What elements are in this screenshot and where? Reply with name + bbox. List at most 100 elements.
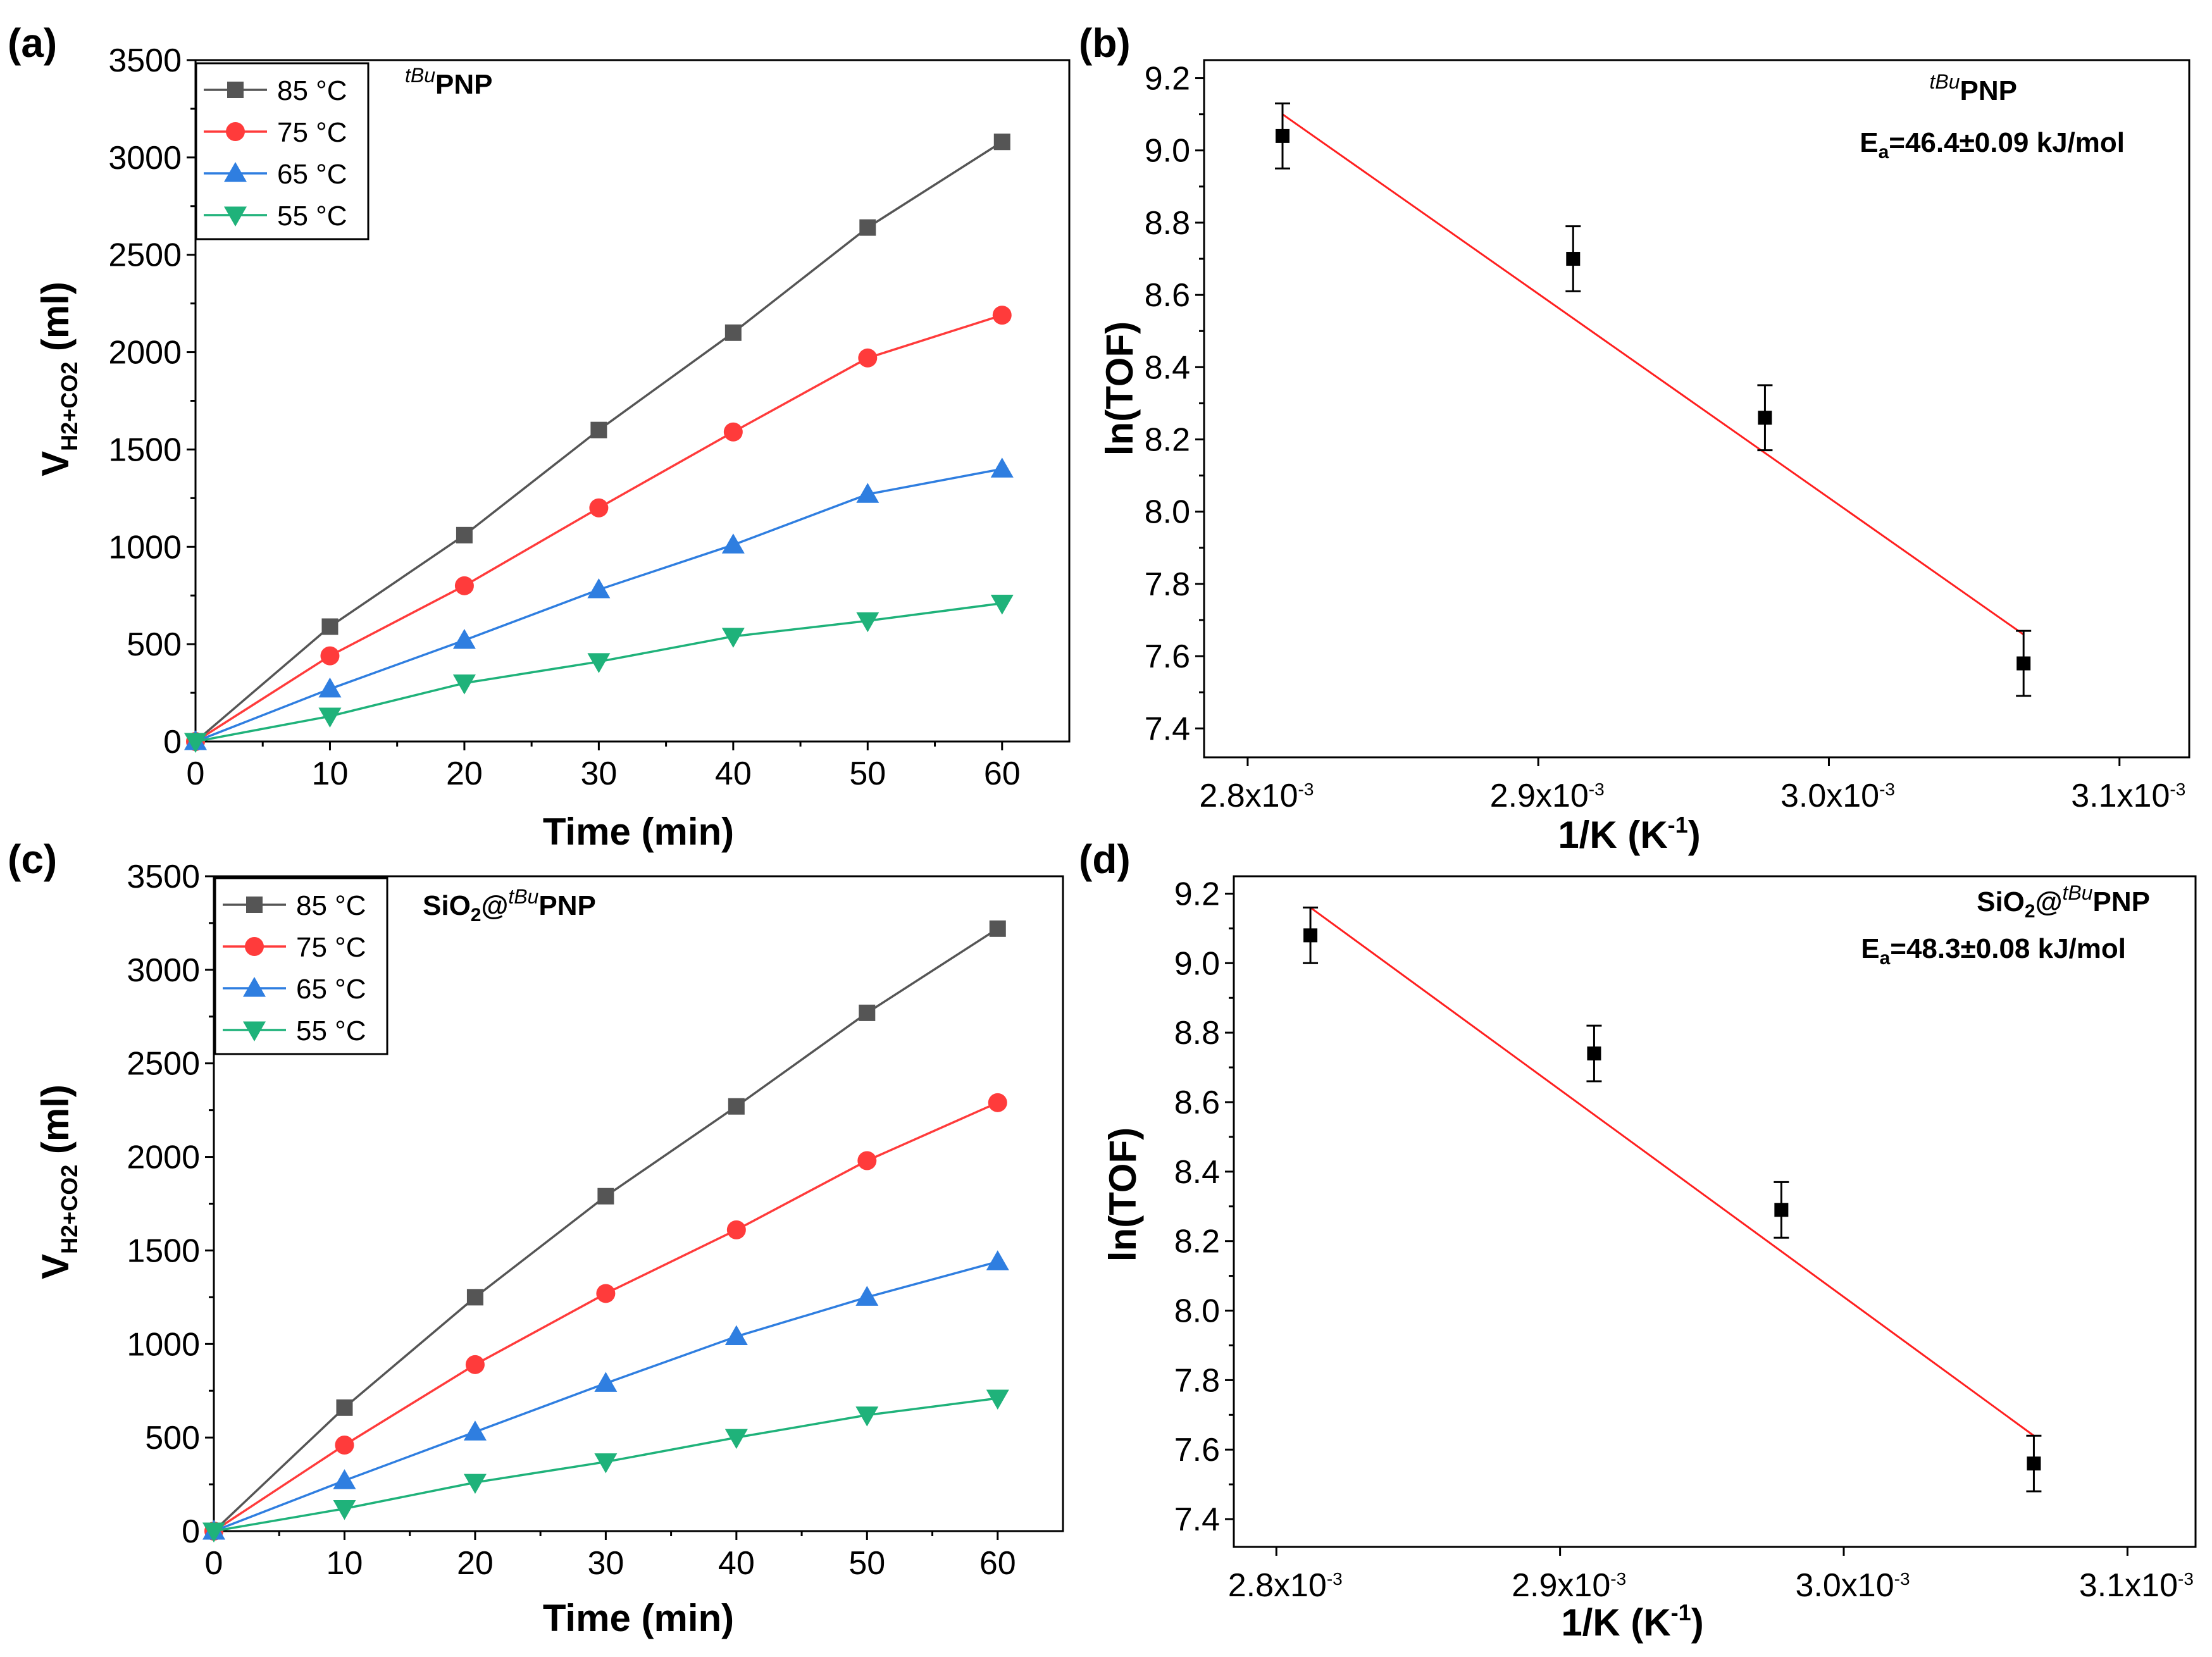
pa-ytick-label: 1500 [108,431,182,468]
panel-d-xlabel-tail: ) [1691,1601,1704,1644]
panel-b-ea-label: E [1860,127,1878,158]
pd-data-point [2027,1456,2041,1471]
panel-c-annotation-sub: 2 [471,905,482,926]
pa-series-point [318,677,342,698]
panel-c-annotation: SiO2@tBuPNP [423,885,596,926]
pc-xtick-label: 30 [587,1545,624,1582]
pa-ytick-label: 0 [163,724,182,760]
pc-legend-marker [245,937,264,956]
panel-c-ylabel-tail: (ml) [34,1084,77,1165]
pa-series-point [452,628,476,649]
pa-series-point [721,533,745,554]
pc-legend-marker [243,977,266,997]
pc-series-point [726,1220,746,1239]
pa-series-point [856,612,879,633]
panel-c-annotation-tbu: tBu [508,885,538,908]
panel-a-ylabel-main: V [34,451,77,476]
pd-ytick-label: 8.2 [1174,1224,1220,1260]
pa-legend-marker [224,206,247,227]
panel-a-annotation-tbu: tBu [405,64,435,87]
pa-series-point [858,348,878,368]
panel-b-annotation: tBuPNP [1929,70,2017,106]
panel-d-ea-value: =48.3±0.08 kJ/mol [1890,933,2126,964]
pc-ytick-label: 1000 [127,1326,200,1363]
pa-series-point [859,219,876,236]
pb-xtick-label: 3.1x10-3 [2071,778,2185,814]
panel-d-label: (d) [1079,836,1131,882]
panel-c-legend-entries: 85 °C 75 °C 65 °C 55 °C [223,890,366,1046]
panel-b-annotation-tbu: tBu [1929,70,1960,93]
pc-legend-marker [246,897,263,913]
pa-xtick-label: 0 [187,755,205,792]
pb-xtick-label: 3.0x10-3 [1780,778,1895,814]
pd-ytick-label: 7.8 [1174,1362,1220,1399]
pc-series-point [333,1500,356,1520]
panel-c-xlabel: Time (min) [543,1597,734,1639]
pc-series-point [855,1286,879,1306]
pc-xtick-label: 10 [326,1545,363,1582]
pa-series-point [992,306,1012,325]
pc-series-point [465,1355,485,1374]
pd-fit-line [1310,907,2035,1437]
pa-series-point [590,421,607,438]
panel-d-annotation-pre: SiO [1977,886,2025,917]
panel-b-plot: 7.4 7.6 7.8 8.0 8.2 8.4 8.6 8.8 9.0 9.2 2.8x10-3 2.… [1145,59,2190,814]
pd-data-point [1587,1046,1601,1061]
pb-ytick-label: 8.2 [1145,422,1190,459]
panel-b-xlabel-sup: -1 [1668,812,1688,838]
pd-ytick-label: 8.8 [1174,1015,1220,1052]
panel-a-legend-entries: 85 °C 75 °C 65 °C 55 °C [204,75,347,232]
pa-legend-label: 55 °C [277,201,347,232]
panel-b-xlabel: 1/K (K-1) [1558,812,1700,856]
pd-xtick-label: 2.9x10-3 [1512,1567,1626,1604]
pc-series-point [857,1151,877,1170]
pa-series-point [318,707,342,728]
panel-c-plot: 0 500 1000 1500 2000 2500 3000 3500 0 10 20 30 40 50 6… [127,859,1064,1582]
pa-legend-marker [226,122,245,141]
panel-c-ylabel-sub: H2+CO2 [56,1165,82,1254]
pc-ytick-label: 3500 [127,859,200,895]
pa-series-point [723,422,743,442]
pc-series-point [594,1372,618,1392]
pc-series-point [986,1389,1009,1410]
panel-c-legend-box [214,877,388,1055]
panel-a-legend: 85 °C 75 °C 65 °C 55 °C [195,62,370,240]
pa-legend-marker [224,162,247,182]
panel-d-plot: 7.4 7.6 7.8 8.0 8.2 8.4 8.6 8.8 9.0 9.2 2.8x10-3 2.… [1174,875,2197,1604]
panel-a-xlabel: Time (min) [543,810,734,853]
pd-ytick-label: 7.6 [1174,1432,1220,1468]
pc-series-point [594,1453,618,1474]
pb-ytick-label: 9.0 [1145,133,1190,170]
pa-legend-label: 85 °C [277,75,347,106]
panel-b-ylabel: ln(TOF) [1098,321,1141,456]
pa-xtick-label: 50 [849,755,886,792]
pc-series-point [859,1004,876,1021]
pd-ytick-label: 8.6 [1174,1084,1220,1121]
pc-series-point [988,1093,1007,1112]
pa-series-point [990,595,1014,615]
panel-b-label: (b) [1079,20,1131,66]
pc-xtick-label: 40 [718,1545,755,1582]
panel-d-xlabel-sup: -1 [1671,1599,1691,1625]
pc-ytick-label: 2500 [127,1046,200,1083]
panel-c: (c) 0 500 1000 1500 2000 2500 3000 3500 0 10 20 30 4… [8,836,1064,1639]
pb-ytick-label: 8.0 [1145,494,1190,531]
panel-a-ylabel-tail: (ml) [34,282,77,362]
pd-data-point [1774,1203,1789,1217]
panel-c-ylabel-main: V [34,1254,77,1279]
pc-series-point [336,1399,353,1416]
panel-d-annotation-sub: 2 [2025,901,2035,922]
panel-d-ea-sub: a [1880,948,1891,969]
pc-series-point [463,1420,487,1441]
pa-series-point [856,483,879,503]
panel-d-ea: Ea=48.3±0.08 kJ/mol [1861,933,2126,969]
pa-xtick-label: 10 [312,755,349,792]
pc-series-point [855,1406,879,1427]
panel-d-annotation: SiO2@tBuPNP [1977,881,2150,922]
panel-d: (d) 7.4 7.6 7.8 8.0 8.2 8.4 8.6 8.8 9.0 9.2 2.8x10… [1079,836,2197,1644]
pb-ytick-label: 9.2 [1145,61,1190,97]
pb-fit-line [1282,113,2025,636]
pa-ytick-label: 2500 [108,237,182,274]
